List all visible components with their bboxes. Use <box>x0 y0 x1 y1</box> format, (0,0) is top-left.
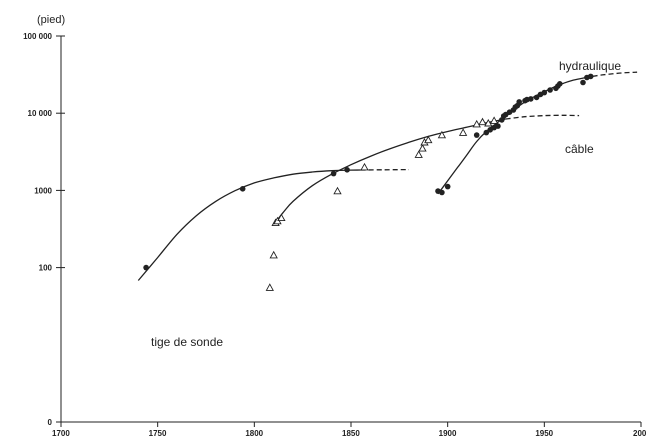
data-point-cable <box>269 250 278 259</box>
data-point-tige-de-sonde <box>344 167 350 173</box>
y-tick-label: 1000 <box>34 186 52 195</box>
x-tick-label: 1950 <box>535 429 553 438</box>
y-tick-label: 100 000 <box>23 32 52 41</box>
x-tick-label: 1750 <box>149 429 167 438</box>
points <box>143 73 594 291</box>
data-point-cable <box>489 116 499 124</box>
annotation-hydraulique: hydraulique <box>559 59 621 73</box>
trend-curve-tige-de-sonde <box>137 169 361 281</box>
data-point-hydraulique <box>528 96 534 102</box>
x-tick-label: 200 <box>633 429 647 438</box>
x-tick-label: 1700 <box>52 429 70 438</box>
data-point-cable <box>478 117 487 126</box>
data-point-hydraulique <box>516 99 522 105</box>
annotation-tige-de-sonde: tige de sonde <box>151 335 223 349</box>
y-tick-label: 10 000 <box>28 109 53 118</box>
trend-curve-cable <box>273 118 506 226</box>
data-point-hydraulique <box>557 81 563 87</box>
data-point-hydraulique <box>580 79 586 86</box>
data-point-cable <box>472 119 481 128</box>
x-tick-label: 1800 <box>245 429 263 438</box>
data-point-cable <box>424 135 433 144</box>
data-point-hydraulique <box>473 132 480 138</box>
projection-curve-hydraulique <box>592 71 638 78</box>
data-point-cable <box>360 162 369 171</box>
data-point-cable <box>333 186 342 195</box>
data-point-cable <box>437 130 447 139</box>
projection-curve-cable <box>505 114 580 120</box>
curves <box>137 71 638 281</box>
y-tick-label: 100 <box>39 264 53 273</box>
data-point-hydraulique <box>439 189 445 196</box>
y-tick-label: 0 <box>48 418 53 427</box>
data-point-cable <box>277 213 286 222</box>
annotation-cable: câble <box>565 142 594 156</box>
data-point-cable <box>414 150 423 158</box>
data-point-hydraulique <box>587 73 594 80</box>
data-point-hydraulique <box>483 129 490 136</box>
data-point-cable <box>418 144 427 152</box>
data-point-hydraulique <box>495 123 501 129</box>
axes <box>60 36 641 423</box>
data-point-tige-de-sonde <box>143 264 149 271</box>
x-ticks: 1700 1750 1800 1850 1900 1950 200 <box>52 422 647 438</box>
data-point-cable <box>265 283 274 291</box>
y-axis-unit-label: (pied) <box>37 14 65 26</box>
data-point-cable <box>484 118 493 127</box>
x-tick-label: 1850 <box>342 429 360 438</box>
data-point-hydraulique <box>541 89 548 96</box>
data-point-hydraulique <box>547 87 553 93</box>
data-point-tige-de-sonde <box>330 170 337 177</box>
data-point-hydraulique <box>444 183 451 190</box>
y-ticks: 0 100 1000 10 000 100 000 <box>23 32 65 427</box>
x-tick-label: 1900 <box>439 429 457 438</box>
data-point-tige-de-sonde <box>239 186 246 192</box>
data-point-cable <box>458 128 468 136</box>
data-point-hydraulique <box>533 94 540 101</box>
